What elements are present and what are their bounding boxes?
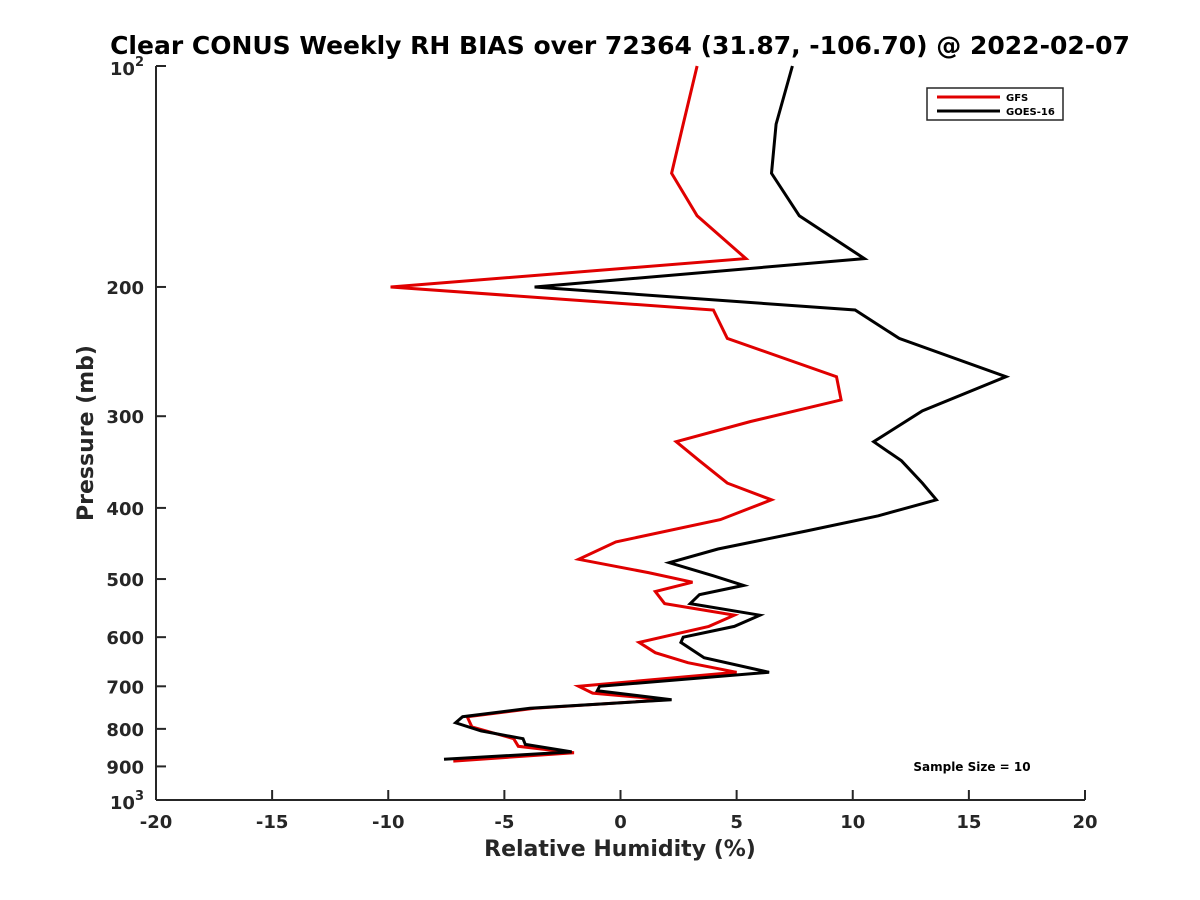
x-tick-label: 5 bbox=[730, 812, 743, 833]
x-tick-label: -10 bbox=[372, 812, 405, 833]
series-layer bbox=[390, 65, 1011, 763]
x-tick-label: 20 bbox=[1072, 812, 1097, 833]
chart-title: Clear CONUS Weekly RH BIAS over 72364 (3… bbox=[110, 31, 1130, 60]
y-tick-label: 500 bbox=[106, 570, 144, 591]
x-tick-label: 0 bbox=[614, 812, 627, 833]
y-tick-label: 300 bbox=[106, 407, 144, 428]
legend-label-gfs: GFS bbox=[1006, 93, 1028, 104]
x-axis-label: Relative Humidity (%) bbox=[484, 837, 756, 862]
y-axis-ticks: 102 200 300 400 500 600 700 800 900 103 bbox=[106, 55, 166, 814]
y-tick-label: 600 bbox=[106, 628, 144, 649]
x-tick-label: 15 bbox=[956, 812, 981, 833]
y-tick-label: 700 bbox=[106, 677, 144, 698]
x-axis-ticks: -20 -15 -10 -5 0 5 10 15 20 bbox=[140, 790, 1098, 833]
series-line-gfs bbox=[390, 65, 843, 763]
y-tick-label: 800 bbox=[106, 720, 144, 741]
y-tick-label: 103 bbox=[110, 789, 144, 814]
y-tick-label: 900 bbox=[106, 757, 144, 778]
legend: GFS GOES-16 bbox=[926, 87, 1064, 121]
x-tick-label: -5 bbox=[494, 812, 514, 833]
y-tick-label: 400 bbox=[106, 499, 144, 520]
x-tick-label: -20 bbox=[140, 812, 173, 833]
y-tick-label: 200 bbox=[106, 278, 144, 299]
legend-box bbox=[926, 87, 1064, 121]
y-tick-label: 102 bbox=[110, 55, 144, 80]
legend-label-goes16: GOES-16 bbox=[1006, 107, 1055, 118]
x-tick-label: -15 bbox=[256, 812, 289, 833]
x-tick-label: 10 bbox=[840, 812, 865, 833]
sample-size-annotation: Sample Size = 10 bbox=[913, 760, 1030, 774]
plot-area bbox=[156, 66, 1085, 800]
y-axis-label: Pressure (mb) bbox=[74, 345, 99, 521]
series-line-goes16 bbox=[443, 65, 1011, 761]
